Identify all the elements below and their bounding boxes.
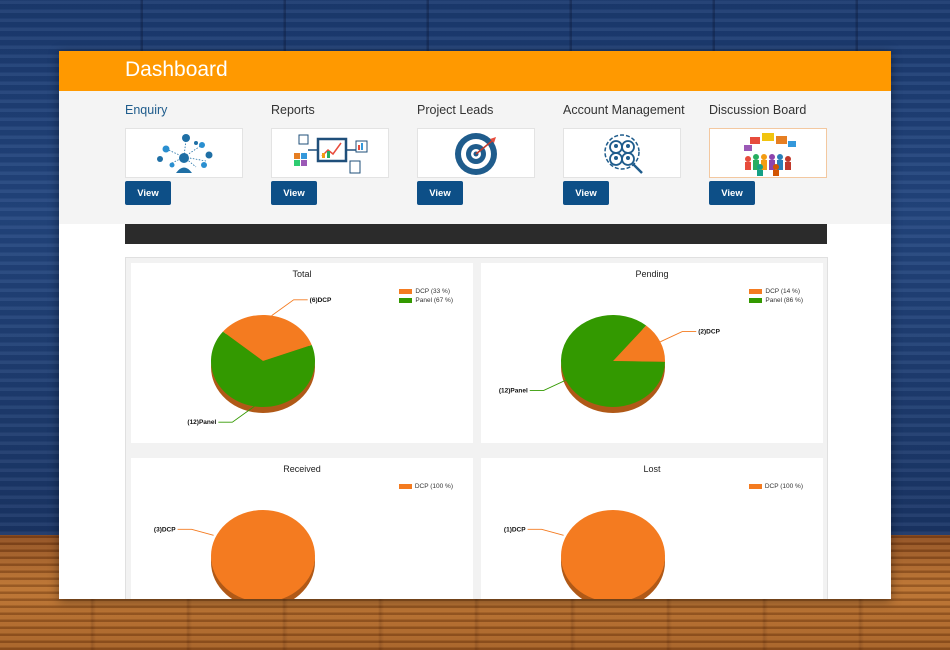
legend-label: DCP (100 %) bbox=[764, 483, 803, 490]
tile-project-leads: Project Leads View bbox=[417, 103, 535, 205]
legend-item-dcp: DCP (100 %) bbox=[398, 482, 453, 491]
legend-swatch-dcp bbox=[398, 483, 412, 489]
legend-item-dcp: DCP (14 %) bbox=[749, 287, 803, 296]
pie-slice-label: (12)Panel bbox=[499, 387, 528, 394]
legend-label: Panel (67 %) bbox=[415, 297, 453, 304]
legend-label: DCP (100 %) bbox=[414, 483, 453, 490]
view-button-enquiry[interactable]: View bbox=[125, 181, 171, 205]
legend-swatch-dcp bbox=[749, 288, 763, 294]
page-header: Dashboard bbox=[59, 51, 891, 91]
pie-leader-line bbox=[527, 528, 564, 536]
legend-label: Panel (86 %) bbox=[765, 297, 803, 304]
view-button-reports[interactable]: View bbox=[271, 181, 317, 205]
pie-slice-dcp bbox=[613, 325, 665, 362]
tile-title-discussion-board[interactable]: Discussion Board bbox=[709, 103, 807, 117]
chart-title: Lost bbox=[643, 464, 661, 474]
legend-item-panel: Panel (86 %) bbox=[749, 296, 803, 305]
legend-swatch-dcp bbox=[748, 483, 762, 489]
chart-title: Received bbox=[283, 464, 321, 474]
tile-title-reports[interactable]: Reports bbox=[271, 103, 315, 117]
view-button-account-management[interactable]: View bbox=[563, 181, 609, 205]
pie-leader-line bbox=[660, 331, 697, 343]
pie-slice-label: (12)Panel bbox=[187, 419, 216, 426]
chart-total: Total DCP (33 %) Panel (67 %) (6)DCP (12)… bbox=[131, 263, 473, 443]
chart-title: Total bbox=[292, 269, 312, 279]
tile-enquiry: Enquiry bbox=[125, 103, 243, 205]
module-tiles: Enquiry bbox=[59, 91, 891, 224]
tile-account-management: Account Management View bbox=[563, 103, 685, 205]
pie-leader-line bbox=[177, 528, 214, 536]
enquiry-network-icon bbox=[125, 128, 243, 178]
pie-slice-label: (2)DCP bbox=[698, 329, 720, 336]
legend-item-panel: Panel (67 %) bbox=[399, 296, 453, 305]
charts-grid: Total DCP (33 %) Panel (67 %) (6)DCP (12)… bbox=[125, 257, 828, 599]
pie-slice-dcp bbox=[222, 315, 312, 361]
view-button-project-leads[interactable]: View bbox=[417, 181, 463, 205]
pie-slice-panel bbox=[211, 331, 315, 407]
legend-swatch-panel bbox=[399, 297, 413, 303]
tile-discussion-board: Discussion Board bbox=[709, 103, 827, 205]
chart-legend: DCP (14 %) Panel (86 %) bbox=[749, 287, 803, 305]
pie-slice-label: (6)DCP bbox=[310, 297, 332, 304]
pie-leader-line bbox=[271, 299, 308, 317]
pie-slice-dcp bbox=[211, 510, 315, 599]
tile-title-account-management[interactable]: Account Management bbox=[563, 103, 685, 117]
chart-lost: Lost DCP (100 %) (1)DCP bbox=[481, 458, 823, 599]
tile-reports: Reports bbox=[271, 103, 389, 205]
reports-flow-icon bbox=[271, 128, 389, 178]
chart-legend: DCP (100 %) bbox=[398, 482, 453, 491]
page-title: Dashboard bbox=[125, 58, 228, 81]
chart-legend: DCP (100 %) bbox=[748, 482, 803, 491]
pie-slice-label: (1)DCP bbox=[504, 526, 526, 533]
discussion-speech-icon bbox=[709, 128, 827, 178]
legend-item-dcp: DCP (100 %) bbox=[748, 482, 803, 491]
pie-slice-label: (3)DCP bbox=[154, 526, 176, 533]
pie-chart-pending: (2)DCP (12)Panel bbox=[499, 315, 721, 413]
legend-item-dcp: DCP (33 %) bbox=[399, 287, 453, 296]
chart-title: Pending bbox=[635, 269, 669, 279]
tile-title-enquiry[interactable]: Enquiry bbox=[125, 103, 168, 117]
dashboard-page: Dashboard Enquiry bbox=[59, 51, 891, 599]
pie-chart-received: (3)DCP bbox=[154, 510, 315, 599]
chart-received: Received DCP (100 %) (3)DCP bbox=[131, 458, 473, 599]
pie-leader-line bbox=[218, 405, 255, 423]
pie-chart-lost: (1)DCP bbox=[504, 510, 665, 599]
legend-label: DCP (33 %) bbox=[415, 288, 450, 295]
legend-label: DCP (14 %) bbox=[765, 288, 800, 295]
account-people-icon bbox=[563, 128, 681, 178]
chart-legend: DCP (33 %) Panel (67 %) bbox=[399, 287, 453, 305]
target-icon bbox=[417, 128, 535, 178]
legend-swatch-panel bbox=[749, 297, 763, 303]
chart-pending: Pending DCP (14 %) Panel (86 %) (2)DCP (1… bbox=[481, 263, 823, 443]
section-divider-bar bbox=[125, 224, 827, 244]
pie-leader-line bbox=[529, 379, 566, 391]
pie-slice-panel bbox=[561, 315, 665, 407]
tile-title-project-leads[interactable]: Project Leads bbox=[417, 103, 494, 117]
pie-chart-total: (6)DCP (12)Panel bbox=[187, 297, 332, 426]
view-button-discussion-board[interactable]: View bbox=[709, 181, 755, 205]
pie-slice-dcp bbox=[561, 510, 665, 599]
legend-swatch-dcp bbox=[399, 288, 413, 294]
